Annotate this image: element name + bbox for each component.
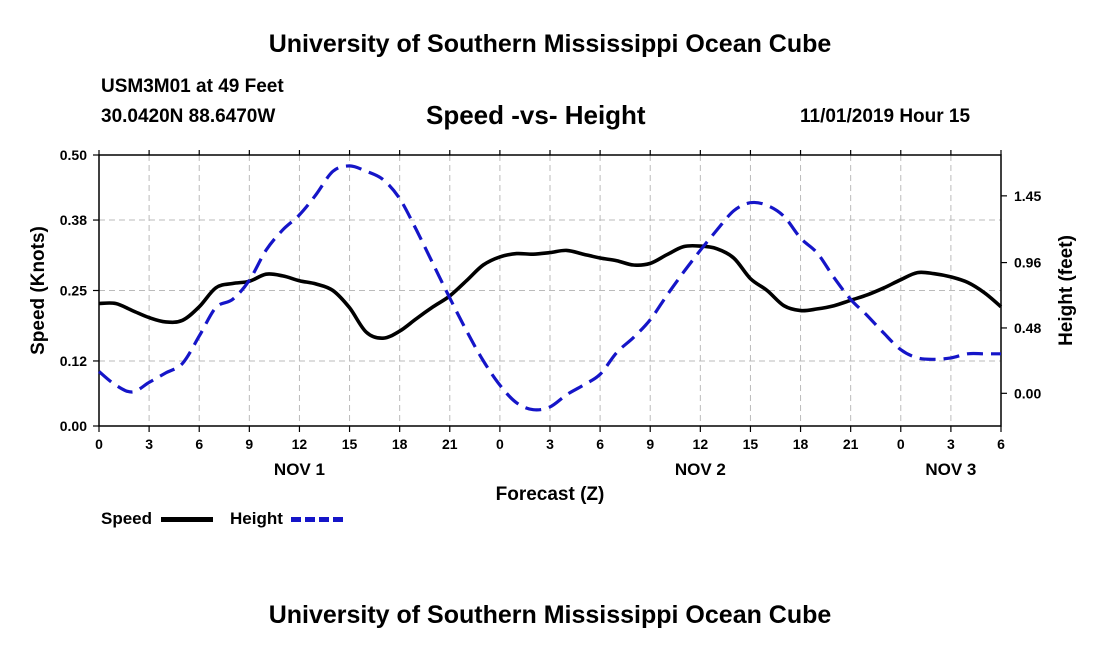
y-tick-label: 0.38 xyxy=(60,212,87,228)
station-label: USM3M01 at 49 Feet xyxy=(101,76,284,97)
y-tick-label: 0.12 xyxy=(60,353,87,369)
x-tick-label: 15 xyxy=(743,436,759,452)
x-tick-label: 9 xyxy=(245,436,253,452)
x-tick-label: 3 xyxy=(145,436,153,452)
y2-tick-label: 1.45 xyxy=(1014,188,1041,204)
x-tick-label: 12 xyxy=(292,436,308,452)
legend-height-swatch xyxy=(291,517,343,522)
y2-tick-label: 0.48 xyxy=(1014,320,1041,336)
y-tick-label: 0.50 xyxy=(60,147,87,163)
y2-axis-label: Height (feet) xyxy=(1056,235,1077,346)
x-tick-label: 18 xyxy=(793,436,809,452)
x-tick-label: 12 xyxy=(693,436,709,452)
x-tick-label: 3 xyxy=(546,436,554,452)
day-label: NOV 2 xyxy=(675,460,726,479)
legend-height-label: Height xyxy=(230,509,283,528)
y-tick-label: 0.25 xyxy=(60,283,87,299)
x-tick-label: 0 xyxy=(95,436,103,452)
x-tick-label: 15 xyxy=(342,436,358,452)
x-tick-label: 9 xyxy=(646,436,654,452)
x-tick-label: 6 xyxy=(596,436,604,452)
page-title-top: University of Southern Mississippi Ocean… xyxy=(268,30,832,58)
series-height-line xyxy=(97,164,1001,412)
y-axis-label: Speed (Knots) xyxy=(28,226,49,355)
legend-speed-label: Speed xyxy=(101,509,153,528)
x-axis-label: Forecast (Z) xyxy=(496,484,605,505)
y2-tick-label: 0.96 xyxy=(1014,255,1041,271)
day-label: NOV 1 xyxy=(274,460,325,479)
date-label: 11/01/2019 Hour 15 xyxy=(800,106,971,127)
x-tick-label: 3 xyxy=(947,436,955,452)
x-tick-label: 21 xyxy=(843,436,859,452)
x-tick-label: 6 xyxy=(195,436,203,452)
page-title-bottom: University of Southern Mississippi Ocean… xyxy=(268,601,832,629)
x-tick-label: 0 xyxy=(496,436,504,452)
x-tick-label: 18 xyxy=(392,436,408,452)
x-tick-label: 6 xyxy=(997,436,1005,452)
day-label: NOV 3 xyxy=(925,460,976,479)
x-tick-label: 0 xyxy=(897,436,905,452)
x-tick-label: 21 xyxy=(442,436,458,452)
chart-title: Speed -vs- Height xyxy=(426,100,646,130)
legend-speed-swatch xyxy=(161,517,213,522)
y2-tick-label: 0.00 xyxy=(1014,385,1041,401)
coords-label: 30.0420N 88.6470W xyxy=(101,106,276,127)
y-tick-label: 0.00 xyxy=(60,418,87,434)
